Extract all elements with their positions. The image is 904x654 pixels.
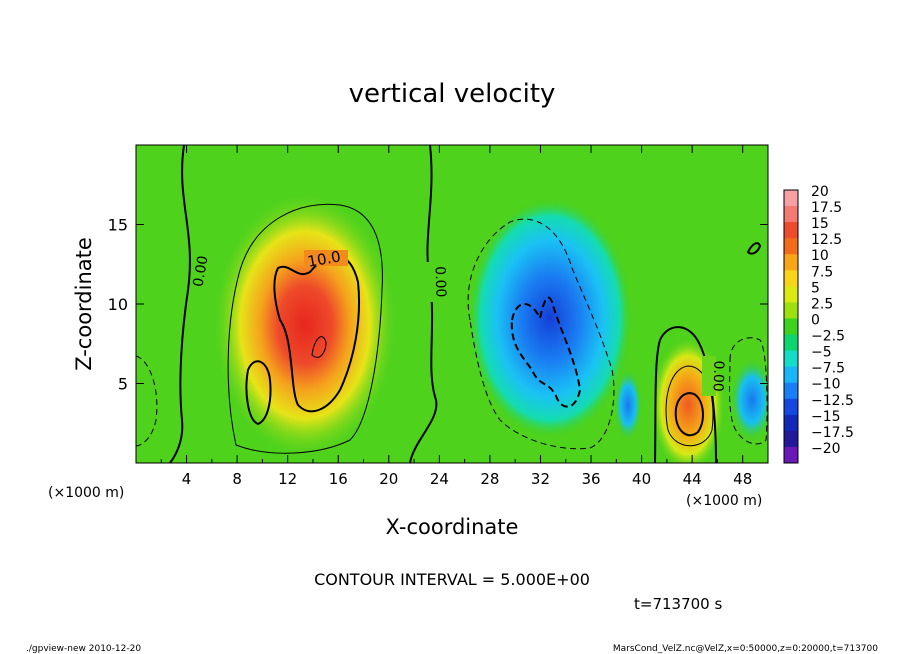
contour-label-ten: 10.0	[306, 247, 342, 271]
y-tick-label: 5	[118, 375, 128, 394]
footer-right: MarsCond_VelZ.nc@VelZ,x=0:50000,z=0:2000…	[613, 644, 878, 654]
y-tick-label: 10	[108, 295, 128, 314]
x-tick-label: 12	[278, 470, 297, 488]
colorbar-label: −12.5	[811, 393, 854, 409]
colorbar-swatch	[784, 334, 798, 351]
x-tick-label: 48	[733, 470, 752, 488]
colorbar-label: 20	[811, 184, 829, 200]
updraft-core-main	[215, 195, 395, 455]
contour-neg-five-main	[467, 218, 615, 450]
colorbar-label: −5	[811, 345, 832, 361]
colorbar-label: 10	[811, 248, 829, 264]
x-unit-left: (×1000 m)	[48, 485, 124, 501]
colorbar-swatch	[784, 286, 798, 303]
time-text: t=713700 s	[634, 595, 722, 613]
colorbar-label: 0	[811, 312, 820, 328]
colorbar-label: −7.5	[811, 361, 845, 377]
colorbar-swatch	[784, 366, 798, 384]
x-tick-label: 32	[531, 470, 550, 488]
x-tick-label: 16	[329, 470, 348, 488]
colorbar-label: 7.5	[811, 264, 833, 280]
x-axis-ticks: 4 8 12 16 20 24 28 32 36 40 44 48	[160, 145, 752, 488]
colorbar-swatch	[784, 190, 798, 207]
x-unit-right: (×1000 m)	[686, 493, 762, 509]
downdraft-core-main	[468, 198, 632, 438]
chart-title: vertical velocity	[349, 79, 556, 109]
downdraft-core-east	[730, 358, 768, 442]
colorbar-swatch	[784, 302, 798, 319]
x-tick-label: 40	[632, 470, 651, 488]
colorbar-label: 12.5	[811, 232, 842, 248]
contour-label-zero-mid: 0.00	[431, 266, 448, 298]
contour-zero-west	[169, 145, 191, 463]
plot-area: 0.00 10.0 0.00 0.00	[136, 145, 768, 463]
contour-ten-west	[245, 360, 272, 426]
x-tick-label: 36	[581, 470, 600, 488]
contour-zero-mid	[409, 145, 438, 463]
colorbar-label: −10	[811, 377, 841, 393]
colorbar-swatch	[784, 238, 798, 255]
contour-ten-main	[273, 254, 361, 413]
contour-labels: 0.00 10.0 0.00 0.00	[190, 247, 727, 396]
x-tick-label: 8	[232, 470, 242, 488]
contour-fifteen-main	[311, 336, 327, 358]
colorbar-swatch	[784, 254, 798, 271]
y-axis-label: Z-coordinate	[72, 237, 96, 371]
contour-ten-east	[674, 392, 704, 437]
colorbar-label: 2.5	[811, 296, 833, 312]
contour-label-zero-west: 0.00	[190, 255, 211, 288]
colorbar-label: −20	[811, 441, 841, 457]
colorbar-swatch	[784, 350, 798, 368]
contour-small-topright	[746, 242, 762, 255]
colorbar: 2017.51512.5107.552.50−2.5−5−7.5−10−12.5…	[783, 184, 854, 464]
contour-zero-east	[654, 326, 717, 463]
colorbar-label: 5	[811, 280, 820, 296]
x-tick-label: 4	[182, 470, 192, 488]
y-tick-label: 15	[108, 216, 128, 235]
colorbar-swatch	[784, 446, 798, 464]
colorbar-swatch	[784, 398, 798, 416]
x-tick-label: 44	[683, 470, 702, 488]
contour-neg-five-west	[136, 355, 158, 447]
colorbar-swatch	[784, 430, 798, 448]
x-tick-label: 20	[379, 470, 398, 488]
x-tick-label: 24	[430, 470, 449, 488]
colorbar-frame	[783, 189, 799, 464]
colorbar-swatch	[784, 382, 798, 400]
downdraft-core-small	[614, 369, 642, 441]
x-axis-label: X-coordinate	[386, 515, 519, 539]
colorbar-swatch	[784, 414, 798, 432]
contour-five-main	[227, 203, 383, 454]
colorbar-swatch	[784, 206, 798, 223]
footer-left: ./gpview-new 2010-12-20	[26, 644, 141, 654]
colorbar-label: 15	[811, 216, 829, 232]
y-axis-ticks: 5 10 15	[108, 216, 768, 394]
contour-interval-text: CONTOUR INTERVAL = 5.000E+00	[314, 570, 590, 589]
contour-neg-five-east	[729, 337, 768, 445]
colorbar-swatch	[784, 222, 798, 239]
colorbar-swatch	[784, 318, 798, 335]
contour-label-zero-east: 0.00	[709, 360, 726, 392]
x-tick-label: 28	[480, 470, 499, 488]
colorbar-label: −15	[811, 409, 841, 425]
colorbar-label: −2.5	[811, 329, 845, 345]
colorbar-swatch	[784, 270, 798, 287]
colorbar-label: 17.5	[811, 200, 842, 216]
colorbar-label: −17.5	[811, 425, 854, 441]
